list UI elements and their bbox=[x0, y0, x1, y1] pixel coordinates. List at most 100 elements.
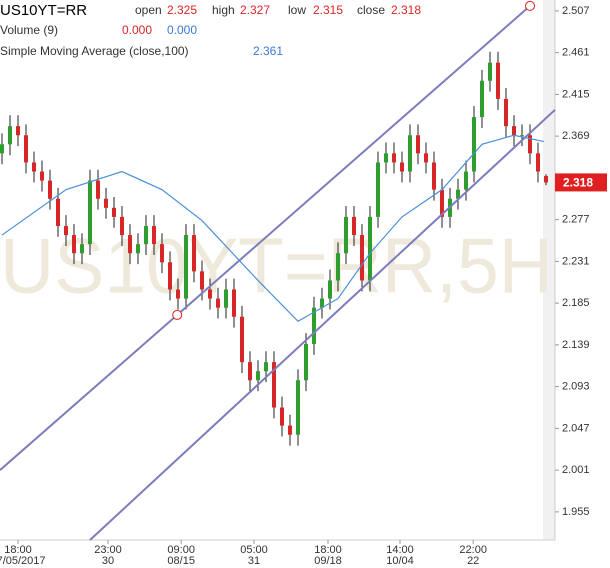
x-tick-label: 18:00 bbox=[314, 544, 342, 556]
legend-value: 0.000 bbox=[167, 23, 197, 37]
y-tick-label: 2.507 bbox=[562, 5, 590, 17]
candle-body bbox=[248, 362, 252, 381]
candle-body bbox=[72, 235, 76, 254]
legend-value: 0.000 bbox=[122, 23, 152, 37]
candle-body bbox=[352, 216, 356, 236]
x-tick-date: 08/15 bbox=[167, 555, 195, 567]
x-tick-date: 07/05/2017 bbox=[0, 555, 46, 567]
candle-body bbox=[280, 407, 284, 426]
candle-body bbox=[488, 62, 492, 81]
x-tick-label: 05:00 bbox=[240, 544, 268, 556]
candle-body bbox=[424, 153, 428, 163]
candle-body bbox=[104, 198, 108, 208]
candle-body bbox=[152, 225, 156, 245]
x-tick-date: 09/18 bbox=[314, 555, 342, 567]
y-tick-label: 2.185 bbox=[562, 297, 590, 309]
candle-body bbox=[472, 117, 476, 172]
candle-body bbox=[208, 289, 212, 299]
legend-value: 2.318 bbox=[391, 3, 421, 17]
candle-body bbox=[520, 135, 524, 137]
candle-body bbox=[112, 207, 116, 217]
candle-body bbox=[528, 135, 532, 154]
legend-label: open bbox=[135, 3, 162, 17]
candle-body bbox=[176, 289, 180, 299]
y-tick-label: 2.001 bbox=[562, 464, 590, 476]
y-tick-label: 2.415 bbox=[562, 88, 590, 100]
y-tick-label: 2.139 bbox=[562, 339, 590, 351]
candle-body bbox=[64, 225, 68, 236]
candle-body bbox=[256, 371, 260, 381]
candle-body bbox=[496, 62, 500, 99]
legend-value: 2.361 bbox=[253, 44, 283, 58]
x-tick-date: 22 bbox=[467, 555, 479, 567]
candle-body bbox=[80, 244, 84, 254]
last-price-box bbox=[555, 173, 607, 192]
candle-body bbox=[168, 262, 172, 290]
candle-body bbox=[376, 162, 380, 217]
candle-body bbox=[192, 235, 196, 272]
y-tick-label: 2.461 bbox=[562, 47, 590, 59]
candle-body bbox=[120, 216, 124, 236]
watermark: US10YT=RR,5H bbox=[0, 222, 553, 310]
y-tick-label: 2.231 bbox=[562, 255, 590, 267]
candle-body bbox=[240, 316, 244, 363]
candle-body bbox=[40, 171, 44, 181]
candle-body bbox=[288, 425, 292, 435]
legend-label: Volume (9) bbox=[0, 23, 58, 37]
candle-body bbox=[464, 171, 468, 190]
candle-body bbox=[48, 180, 52, 199]
candle-body bbox=[96, 180, 100, 199]
x-tick-label: 14:00 bbox=[386, 544, 414, 556]
candle-body bbox=[16, 126, 20, 136]
legend-label: close bbox=[357, 3, 385, 17]
candle-body bbox=[336, 253, 340, 281]
legend-value: 2.327 bbox=[240, 3, 270, 17]
y-tick-label: 2.047 bbox=[562, 422, 590, 434]
candle-body bbox=[56, 198, 60, 226]
candle-body bbox=[216, 298, 220, 308]
legend-value: 2.325 bbox=[167, 3, 197, 17]
x-tick-date: 30 bbox=[102, 555, 114, 567]
x-tick-date: 10/04 bbox=[386, 555, 414, 567]
legend-label: Simple Moving Average (close,100) bbox=[0, 44, 189, 58]
channel-line bbox=[89, 109, 556, 541]
candle-body bbox=[360, 235, 364, 281]
candle-body bbox=[400, 162, 404, 172]
candle-body bbox=[536, 153, 540, 172]
candle-body bbox=[456, 189, 460, 199]
candle-body bbox=[392, 153, 396, 163]
candle-body bbox=[160, 244, 164, 263]
candle-body bbox=[432, 162, 436, 190]
candle-body bbox=[440, 189, 444, 217]
candle-body bbox=[384, 153, 388, 163]
candle-body bbox=[24, 135, 28, 163]
candle-body bbox=[264, 362, 268, 372]
channel-line bbox=[0, 5, 531, 471]
legend-label: low bbox=[288, 3, 306, 17]
candle-body bbox=[480, 80, 484, 118]
candle-body bbox=[184, 235, 188, 299]
candle-body bbox=[136, 244, 140, 254]
candle-body bbox=[328, 280, 332, 299]
candle-body bbox=[32, 162, 36, 172]
sma-line bbox=[1, 134, 545, 323]
plot-area bbox=[0, 51, 548, 446]
legend-value: 2.315 bbox=[313, 3, 343, 17]
candle-body bbox=[8, 126, 12, 145]
axis-strip bbox=[543, 0, 555, 540]
candle-body bbox=[320, 298, 324, 308]
x-tick-label: 18:00 bbox=[4, 544, 32, 556]
candle-body bbox=[128, 235, 132, 254]
x-tick-label: 23:00 bbox=[94, 544, 122, 556]
y-tick-label: 1.955 bbox=[562, 506, 590, 518]
candle-body bbox=[544, 176, 548, 183]
channel-handle bbox=[172, 309, 183, 320]
chart-title: US10YT=RR bbox=[0, 2, 87, 19]
candle-body bbox=[504, 98, 508, 127]
candle-body bbox=[296, 380, 300, 435]
candle-body bbox=[88, 180, 92, 245]
y-tick-label: 2.093 bbox=[562, 381, 590, 393]
candle-body bbox=[312, 307, 316, 344]
candle-body bbox=[144, 225, 148, 245]
